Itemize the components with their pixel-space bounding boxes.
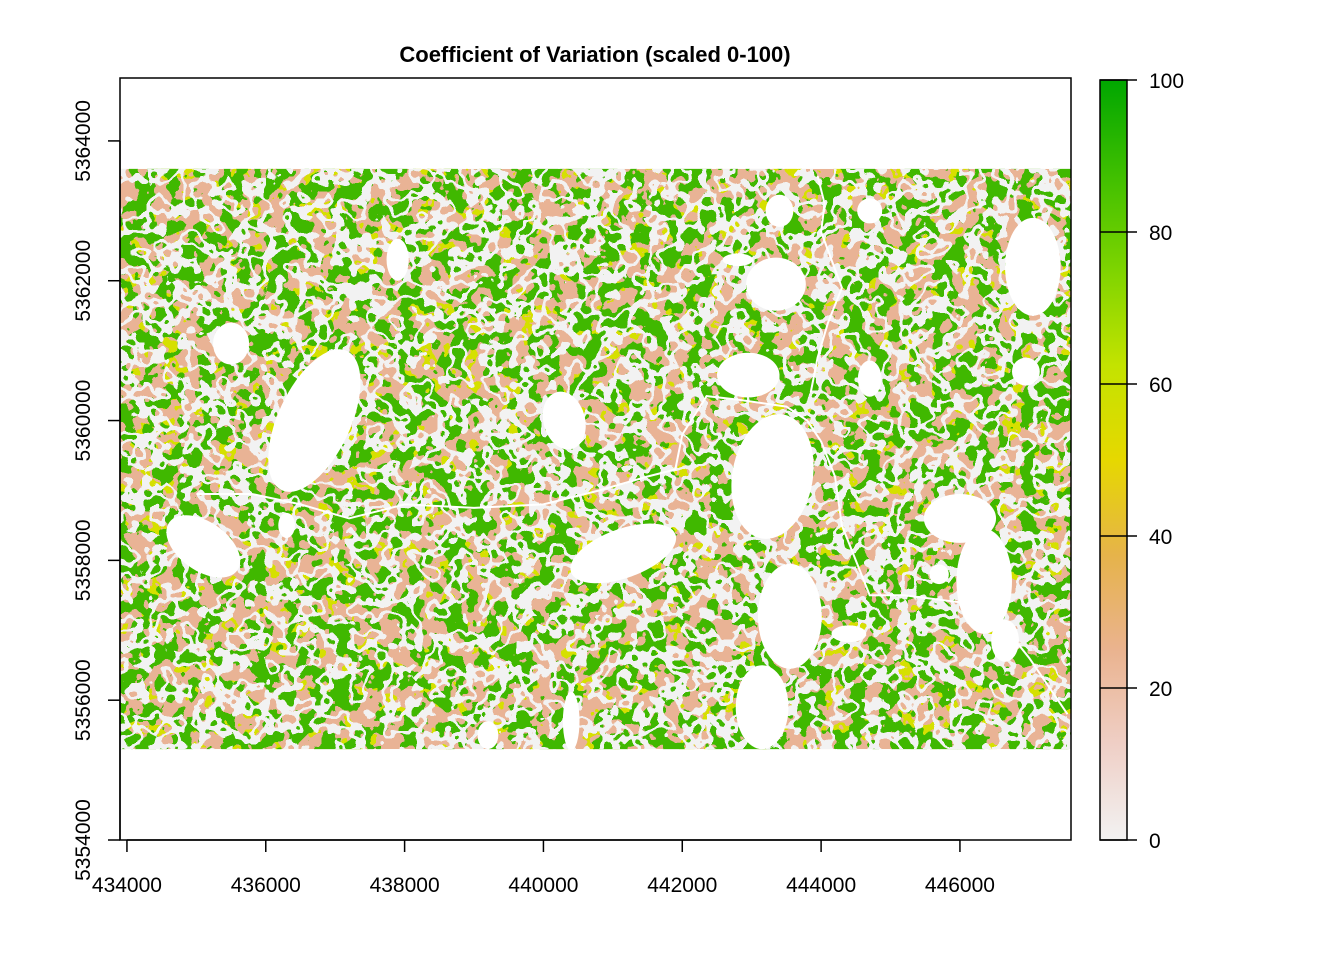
y-axis: 5354000 5356000 5358000 5360000 5362000 53640… bbox=[72, 100, 121, 881]
raster-layer bbox=[120, 168, 1071, 750]
no-data-patch bbox=[991, 619, 1019, 662]
legend-tick-label: 40 bbox=[1149, 526, 1172, 549]
no-data-patch bbox=[923, 493, 997, 543]
no-data-patch bbox=[929, 564, 949, 585]
color-legend: 0 20 40 60 80 100 bbox=[1099, 70, 1184, 853]
no-data-patch bbox=[1011, 357, 1040, 386]
no-data-patch bbox=[213, 322, 250, 365]
no-data-patch bbox=[278, 512, 295, 538]
no-data-patch bbox=[268, 349, 361, 492]
legend-tick-label: 60 bbox=[1149, 374, 1172, 397]
boundary-lines bbox=[196, 175, 1069, 715]
y-tick-label: 5362000 bbox=[72, 240, 95, 322]
no-data-patch bbox=[166, 515, 241, 578]
y-tick-label: 5360000 bbox=[72, 380, 95, 462]
no-data-patch bbox=[1005, 217, 1061, 316]
legend-tick-label: 20 bbox=[1149, 678, 1172, 701]
no-data-patch bbox=[735, 665, 789, 750]
no-data-patch bbox=[956, 528, 1012, 634]
no-data-patch bbox=[731, 414, 814, 539]
y-tick-label: 5364000 bbox=[72, 100, 95, 182]
boundary-line bbox=[196, 395, 1069, 715]
no-data-patch bbox=[765, 194, 794, 227]
y-tick-label: 5358000 bbox=[72, 519, 95, 601]
y-tick-label: 5356000 bbox=[72, 659, 95, 741]
no-data-patch bbox=[562, 691, 580, 750]
no-data-patch bbox=[570, 523, 677, 584]
no-data-patch bbox=[716, 352, 780, 398]
y-tick-label: 5354000 bbox=[72, 799, 95, 881]
x-tick-label: 436000 bbox=[231, 874, 301, 897]
chart-title: Coefficient of Variation (scaled 0-100) bbox=[399, 42, 790, 67]
no-data-patch bbox=[477, 721, 499, 750]
no-data-patch bbox=[746, 257, 806, 311]
no-data-patch bbox=[757, 563, 822, 669]
x-tick-label: 440000 bbox=[508, 874, 578, 897]
no-data-patch bbox=[857, 198, 883, 224]
no-data-areas bbox=[166, 194, 1061, 750]
no-data-patch bbox=[386, 238, 409, 281]
no-data-patch bbox=[722, 253, 754, 267]
boundary-line bbox=[809, 175, 843, 393]
x-axis: 434000 436000 438000 440000 442000 444000 4460… bbox=[92, 839, 995, 897]
raster-texture-pale bbox=[120, 168, 1071, 750]
x-tick-label: 434000 bbox=[92, 874, 162, 897]
x-tick-label: 438000 bbox=[370, 874, 440, 897]
legend-tick-label: 80 bbox=[1149, 222, 1172, 245]
no-data-patch bbox=[857, 360, 882, 397]
x-tick-label: 444000 bbox=[786, 874, 856, 897]
x-tick-label: 446000 bbox=[925, 874, 995, 897]
legend-color-bar bbox=[1099, 79, 1128, 841]
no-data-patch bbox=[542, 391, 586, 450]
no-data-patch bbox=[831, 625, 867, 643]
legend-tick-label: 0 bbox=[1149, 830, 1161, 853]
legend-ticks: 0 20 40 60 80 100 bbox=[1100, 70, 1184, 853]
legend-tick-label: 100 bbox=[1149, 70, 1184, 93]
x-tick-label: 442000 bbox=[647, 874, 717, 897]
